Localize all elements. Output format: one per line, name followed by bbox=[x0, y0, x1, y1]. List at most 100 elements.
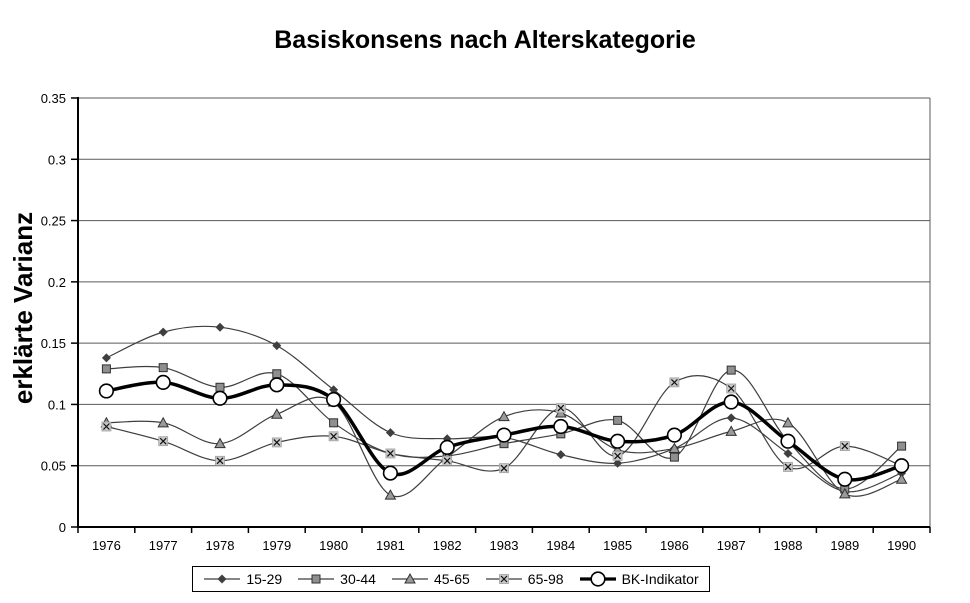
marker-30-44-1985 bbox=[613, 415, 623, 425]
marker-65-98-1979 bbox=[271, 437, 282, 448]
marker-65-98-1976 bbox=[101, 421, 112, 432]
marker-30-44-1978 bbox=[215, 382, 225, 392]
marker-45-65-1978 bbox=[214, 437, 226, 449]
marker-65-98-1985 bbox=[612, 451, 623, 461]
marker-65-98-1981 bbox=[385, 448, 396, 459]
marker-BK-Indikator-1987 bbox=[723, 394, 739, 410]
x-tick-label: 1987 bbox=[717, 538, 746, 553]
x-tick-label: 1986 bbox=[660, 538, 689, 553]
legend-label-30-44: 30-44 bbox=[340, 571, 376, 587]
y-tick-label: 0.2 bbox=[48, 275, 66, 290]
marker-30-44-1987 bbox=[726, 365, 736, 375]
legend-marker-glyph-45-65 bbox=[404, 572, 416, 584]
legend-marker-glyph-30-44 bbox=[311, 574, 321, 584]
marker-15-29-1979 bbox=[272, 341, 282, 351]
x-tick-label: 1982 bbox=[433, 538, 462, 553]
series-BK-Indikator bbox=[98, 374, 910, 487]
marker-65-98-1989 bbox=[839, 441, 850, 452]
legend-item-65-98: 65-98 bbox=[485, 570, 564, 588]
x-tick-label: 1977 bbox=[149, 538, 178, 553]
legend-marker-BK-Indikator bbox=[579, 571, 616, 587]
marker-45-65-1988 bbox=[782, 416, 794, 428]
legend-label-65-98: 65-98 bbox=[527, 571, 564, 587]
marker-BK-Indikator-1980 bbox=[326, 391, 342, 408]
marker-45-65-1983 bbox=[498, 410, 510, 422]
x-tick-label: 1985 bbox=[603, 538, 632, 553]
marker-45-65-1989 bbox=[838, 487, 851, 499]
x-tick-label: 1988 bbox=[774, 538, 803, 553]
chart-legend: 15-29 30-44 45-65 65-98 BK-Indikator bbox=[192, 566, 710, 592]
chart-title: Basiskonsens nach Alterskategorie bbox=[274, 26, 696, 54]
series-line-65-98 bbox=[106, 375, 902, 472]
x-marker-stroke bbox=[727, 385, 735, 392]
marker-45-65-1981 bbox=[384, 489, 397, 500]
legend-item-BK-Indikator: BK-Indikator bbox=[579, 570, 699, 588]
marker-15-29-1985 bbox=[613, 458, 623, 468]
marker-15-29-1984 bbox=[556, 450, 566, 460]
x-marker-stroke bbox=[102, 423, 110, 430]
marker-65-98-1980 bbox=[328, 431, 339, 442]
marker-30-44-1990 bbox=[897, 441, 907, 451]
legend-item-30-44: 30-44 bbox=[297, 570, 376, 588]
marker-BK-Indikator-1982 bbox=[439, 439, 455, 455]
x-tick-label: 1983 bbox=[490, 538, 519, 553]
x-marker-stroke bbox=[784, 463, 792, 471]
legend-marker-glyph-65-98 bbox=[498, 574, 509, 584]
legend-item-45-65: 45-65 bbox=[391, 570, 470, 588]
marker-65-98-1983 bbox=[499, 463, 509, 474]
x-tick-label: 1981 bbox=[376, 538, 405, 553]
x-tick-label: 1989 bbox=[830, 538, 859, 553]
marker-65-98-1977 bbox=[158, 436, 169, 447]
x-tick-label: 1990 bbox=[887, 538, 916, 553]
legend-marker-15-29 bbox=[204, 574, 241, 584]
marker-BK-Indikator-1988 bbox=[780, 433, 796, 449]
marker-BK-Indikator-1979 bbox=[269, 377, 285, 393]
x-marker-stroke bbox=[273, 439, 281, 446]
marker-45-65-1977 bbox=[157, 416, 170, 428]
marker-BK-Indikator-1978 bbox=[212, 390, 228, 406]
legend-marker-45-65 bbox=[391, 572, 428, 584]
marker-65-98-1988 bbox=[783, 462, 793, 472]
marker-30-44-1980 bbox=[329, 418, 339, 428]
marker-65-98-1982 bbox=[442, 455, 453, 466]
legend-marker-65-98 bbox=[485, 574, 522, 584]
marker-BK-Indikator-1981 bbox=[382, 465, 399, 481]
legend-label-BK-Indikator: BK-Indikator bbox=[621, 571, 699, 587]
x-tick-label: 1976 bbox=[92, 538, 121, 553]
marker-15-29-1978 bbox=[215, 322, 225, 332]
marker-30-44-1986 bbox=[669, 452, 679, 462]
x-marker-stroke bbox=[670, 378, 678, 386]
marker-30-44-1977 bbox=[158, 363, 168, 373]
x-marker-stroke bbox=[500, 464, 508, 472]
x-marker-stroke bbox=[614, 452, 622, 460]
legend-marker-glyph-BK-Indikator bbox=[589, 571, 606, 587]
marker-30-44-1976 bbox=[101, 364, 111, 374]
marker-45-65-1990 bbox=[895, 473, 908, 484]
marker-65-98-1978 bbox=[215, 455, 225, 466]
series-line-45-65 bbox=[106, 396, 902, 498]
x-marker-stroke bbox=[557, 404, 565, 412]
marker-65-98-1987 bbox=[726, 383, 737, 394]
series-65-98 bbox=[101, 375, 907, 474]
marker-BK-Indikator-1990 bbox=[893, 458, 910, 474]
marker-65-98-1986 bbox=[669, 377, 680, 388]
marker-65-98-1984 bbox=[555, 403, 566, 414]
x-marker-stroke bbox=[216, 457, 224, 465]
marker-15-29-1981 bbox=[385, 428, 395, 438]
marker-BK-Indikator-1984 bbox=[553, 418, 569, 435]
x-marker-stroke bbox=[159, 437, 167, 445]
y-tick-label: 0.1 bbox=[48, 397, 66, 412]
series-line-30-44 bbox=[106, 365, 902, 490]
marker-BK-Indikator-1986 bbox=[666, 427, 683, 443]
legend-marker-glyph-15-29 bbox=[217, 574, 227, 584]
marker-BK-Indikator-1985 bbox=[609, 433, 626, 449]
legend-item-15-29: 15-29 bbox=[203, 570, 282, 588]
marker-15-29-1988 bbox=[783, 448, 793, 458]
marker-15-29-1977 bbox=[158, 327, 168, 337]
marker-45-65-1986 bbox=[668, 442, 681, 454]
marker-45-65-1979 bbox=[270, 408, 283, 419]
x-marker-stroke bbox=[386, 450, 394, 457]
y-tick-label: 0.25 bbox=[41, 214, 66, 229]
